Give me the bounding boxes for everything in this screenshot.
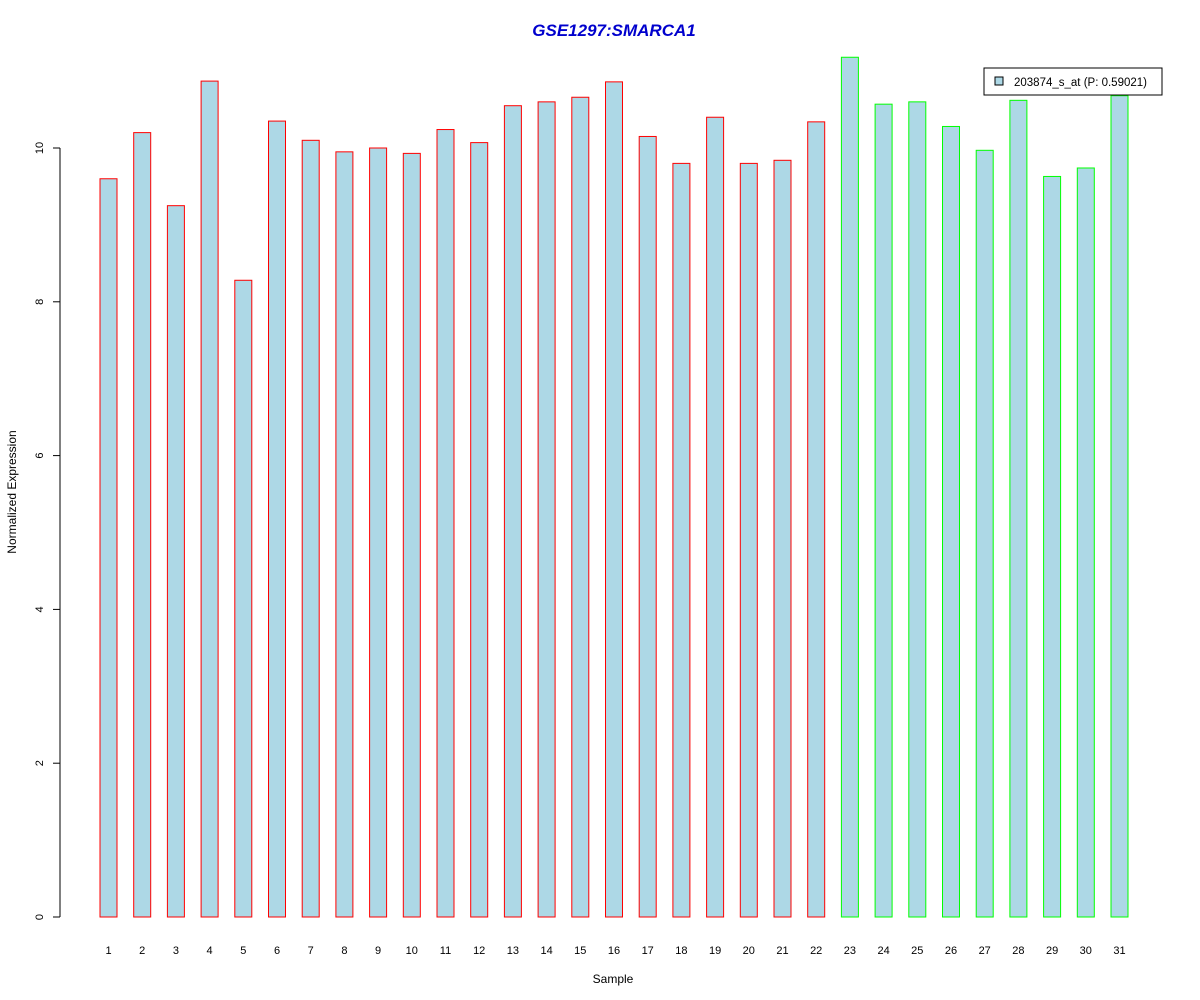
bar-sample-27 bbox=[975, 149, 994, 918]
bar-sample-31 bbox=[1110, 95, 1129, 918]
bar-sample-25 bbox=[908, 101, 927, 918]
x-tick-label: 29 bbox=[1046, 945, 1058, 957]
y-tick-label: 6 bbox=[34, 453, 46, 459]
x-tick-label: 18 bbox=[675, 945, 687, 957]
bar-sample-30 bbox=[1076, 167, 1095, 918]
x-tick-label: 28 bbox=[1012, 945, 1024, 957]
x-tick-label: 3 bbox=[173, 945, 179, 957]
bar-sample-11 bbox=[436, 129, 455, 918]
x-tick-label: 27 bbox=[979, 945, 991, 957]
x-tick-label: 19 bbox=[709, 945, 721, 957]
bar-sample-4 bbox=[200, 80, 219, 918]
bar-sample-20 bbox=[739, 162, 758, 918]
bar-sample-1 bbox=[99, 178, 118, 918]
x-tick-label: 6 bbox=[274, 945, 280, 957]
bar-sample-18 bbox=[672, 162, 691, 918]
bar-sample-5 bbox=[234, 279, 253, 918]
x-tick-label: 26 bbox=[945, 945, 957, 957]
x-tick-label: 22 bbox=[810, 945, 822, 957]
bar-sample-16 bbox=[605, 81, 623, 918]
bar-sample-2 bbox=[133, 132, 152, 918]
x-tick-label: 9 bbox=[375, 945, 381, 957]
x-tick-label: 13 bbox=[507, 945, 519, 957]
legend-swatch bbox=[994, 76, 1004, 86]
x-axis-title: Sample bbox=[593, 972, 634, 986]
x-tick-label: 23 bbox=[844, 945, 856, 957]
y-tick-label: 4 bbox=[34, 606, 46, 612]
x-tick-label: 15 bbox=[574, 945, 586, 957]
bar-sample-6 bbox=[268, 120, 286, 918]
x-tick-label: 11 bbox=[440, 945, 451, 957]
bar-sample-17 bbox=[638, 135, 657, 918]
x-tick-label: 17 bbox=[642, 945, 654, 957]
bars-group bbox=[99, 56, 1129, 918]
bar-sample-19 bbox=[706, 116, 725, 918]
bar-sample-12 bbox=[470, 142, 489, 918]
bar-sample-9 bbox=[369, 147, 388, 918]
y-tick-label: 8 bbox=[34, 299, 46, 305]
legend: 203874_s_at (P: 0.59021) bbox=[983, 67, 1163, 96]
x-tick-label: 20 bbox=[743, 945, 755, 957]
y-tick-label: 0 bbox=[34, 914, 46, 920]
x-tick-label: 24 bbox=[877, 945, 889, 957]
chart-title: GSE1297:SMARCA1 bbox=[532, 21, 695, 40]
y-tick-label: 2 bbox=[34, 760, 46, 766]
x-tick-label: 12 bbox=[473, 945, 485, 957]
bar-sample-10 bbox=[402, 152, 421, 918]
bar-sample-23 bbox=[840, 56, 859, 918]
x-tick-label: 1 bbox=[105, 945, 111, 957]
bar-sample-15 bbox=[571, 96, 590, 918]
bar-sample-24 bbox=[874, 103, 893, 918]
x-tick-label: 16 bbox=[608, 945, 620, 957]
bar-sample-28 bbox=[1009, 99, 1028, 918]
bar-sample-3 bbox=[166, 205, 185, 918]
legend-label: 203874_s_at (P: 0.59021) bbox=[1014, 77, 1147, 89]
x-tick-label: 7 bbox=[308, 945, 314, 957]
legend-box bbox=[983, 67, 1163, 96]
bar-sample-29 bbox=[1043, 175, 1062, 918]
x-tick-label: 10 bbox=[406, 945, 418, 957]
bar-sample-13 bbox=[503, 105, 522, 918]
x-tick-label: 31 bbox=[1113, 945, 1125, 957]
bar-sample-22 bbox=[807, 121, 826, 918]
x-tick-label: 2 bbox=[139, 945, 145, 957]
x-tick-label: 5 bbox=[240, 945, 246, 957]
x-tick-label: 8 bbox=[341, 945, 347, 957]
x-tick-label: 25 bbox=[911, 945, 923, 957]
x-tick-label: 14 bbox=[540, 945, 552, 957]
bar-sample-7 bbox=[301, 139, 320, 918]
x-tick-label: 4 bbox=[207, 945, 213, 957]
bar-sample-26 bbox=[942, 125, 960, 918]
bar-sample-21 bbox=[773, 159, 792, 918]
x-tick-labels: 1 2 3 4 5 6 7 8 9 10 11 12 13 14 15 16 17 18 19 20 21 22 23 24 2… bbox=[105, 945, 1125, 957]
y-axis: 0 2 4 6 8 10 bbox=[34, 142, 61, 920]
y-axis-title: Normalized Expression bbox=[5, 430, 19, 553]
x-tick-label: 21 bbox=[776, 945, 788, 957]
y-tick-label: 10 bbox=[34, 142, 46, 154]
x-tick-label: 30 bbox=[1080, 945, 1092, 957]
bar-sample-14 bbox=[537, 101, 556, 918]
bar-sample-8 bbox=[335, 151, 354, 918]
